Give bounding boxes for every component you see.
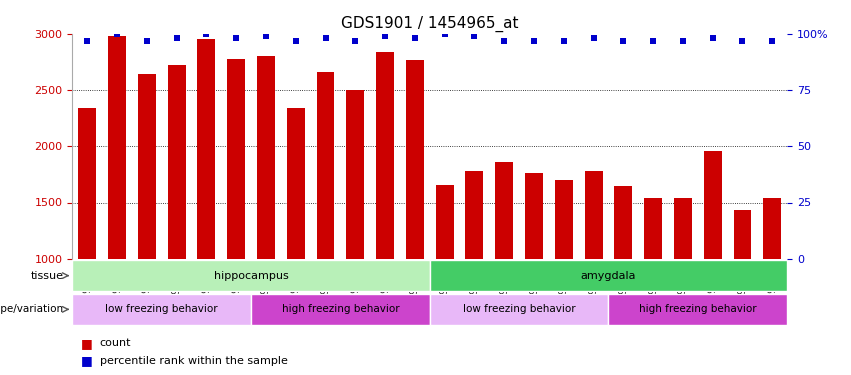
Point (735, 38, 749, 44)
Bar (585, 171, 603, 259)
Point (557, 38, 570, 44)
Point (348, 38, 362, 44)
Point (140, 38, 153, 44)
Bar (168, 65, 186, 259)
Bar (614, 186, 632, 259)
Point (259, 33, 272, 39)
Title: GDS1901 / 1454965_at: GDS1901 / 1454965_at (341, 16, 518, 32)
Bar (78, 108, 96, 259)
Bar (72, 294, 251, 324)
Text: count: count (100, 338, 131, 348)
Text: high freezing behavior: high freezing behavior (282, 304, 399, 314)
Text: ■: ■ (81, 337, 93, 350)
Bar (763, 198, 781, 259)
Point (765, 38, 779, 44)
Point (497, 38, 511, 44)
Text: high freezing behavior: high freezing behavior (639, 304, 757, 314)
Point (318, 35, 332, 41)
Bar (72, 260, 430, 291)
Bar (317, 72, 334, 259)
Bar (227, 58, 245, 259)
Text: low freezing behavior: low freezing behavior (106, 304, 218, 314)
Point (586, 35, 600, 41)
Text: genotype/variation: genotype/variation (0, 304, 63, 314)
Point (288, 38, 302, 44)
Point (527, 38, 540, 44)
Bar (346, 90, 364, 259)
Bar (108, 36, 126, 259)
Bar (138, 74, 156, 259)
Bar (555, 180, 573, 259)
Text: hippocampus: hippocampus (214, 271, 288, 280)
Text: tissue: tissue (31, 271, 63, 280)
Bar (406, 60, 424, 259)
Bar (644, 198, 662, 259)
Bar (525, 173, 543, 259)
Point (705, 35, 719, 41)
Point (437, 31, 451, 37)
Bar (674, 198, 692, 259)
Text: amygdala: amygdala (580, 271, 637, 280)
Point (378, 33, 391, 39)
Bar (465, 171, 483, 259)
Text: ■: ■ (81, 354, 93, 367)
Point (80, 38, 94, 44)
Bar (257, 56, 275, 259)
Bar (251, 294, 430, 324)
Point (199, 31, 213, 37)
Bar (287, 108, 305, 259)
Point (616, 38, 630, 44)
Bar (734, 210, 751, 259)
Point (646, 38, 660, 44)
Bar (430, 260, 787, 291)
Text: low freezing behavior: low freezing behavior (463, 304, 575, 314)
Text: percentile rank within the sample: percentile rank within the sample (100, 356, 288, 366)
Point (408, 35, 421, 41)
Bar (704, 151, 722, 259)
Bar (430, 294, 608, 324)
Point (229, 35, 243, 41)
Point (676, 38, 689, 44)
Bar (197, 39, 215, 259)
Bar (495, 162, 513, 259)
Point (467, 33, 481, 39)
Point (110, 31, 124, 37)
Bar (608, 294, 787, 324)
Bar (436, 184, 454, 259)
Point (169, 35, 183, 41)
Bar (376, 52, 394, 259)
